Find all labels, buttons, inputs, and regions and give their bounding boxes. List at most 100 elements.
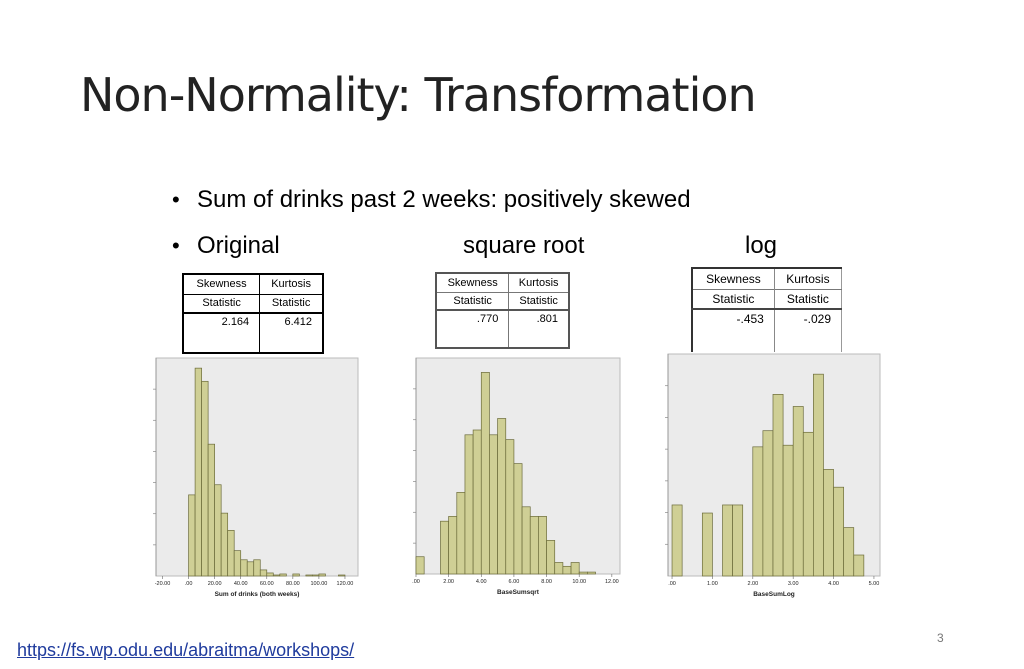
histogram-bar: [440, 520, 449, 575]
sub-statistic: Statistic: [786, 291, 829, 306]
histogram-bar: [415, 556, 425, 575]
histogram-bar: [513, 463, 523, 575]
slide-title: Non-Normality: Transformation: [80, 68, 757, 122]
header-skewness: Skewness: [692, 268, 775, 289]
x-tick-label: 100.00: [310, 581, 327, 587]
histogram-bar: [538, 516, 547, 575]
histogram-bar: [188, 494, 196, 577]
stats-table-original: Skewness Kurtosis Statistic Statistic 2.…: [182, 273, 324, 354]
x-tick-label: 5.00: [869, 581, 880, 587]
x-tick-label: .00: [412, 579, 420, 585]
sub-statistic: Statistic: [519, 294, 558, 307]
histogram-bar: [792, 406, 804, 577]
histogram-bar: [802, 431, 814, 577]
workshops-link[interactable]: https://fs.wp.odu.edu/abraitma/workshops…: [17, 640, 355, 660]
histogram-bar: [472, 429, 482, 575]
histogram-bar: [562, 565, 572, 575]
histogram-bar: [772, 394, 784, 577]
x-tick-label: 40.00: [234, 581, 248, 587]
label-square-root: square root: [463, 232, 585, 259]
x-tick-label: 2.00: [443, 579, 454, 585]
label-log: log: [745, 232, 778, 259]
sub-statistic: Statistic: [692, 289, 775, 309]
histogram-bar: [214, 484, 222, 577]
histogram-bar: [853, 554, 865, 577]
histogram-bar: [272, 574, 281, 577]
histogram-bar: [279, 573, 287, 577]
histogram-bar: [448, 516, 458, 575]
bullet-text-original: Original: [197, 232, 280, 259]
value-kurtosis: -.029: [803, 312, 831, 326]
x-tick-label: 8.00: [541, 579, 552, 585]
x-tick-label: 6.00: [509, 579, 520, 585]
histogram-bar: [521, 506, 531, 575]
histogram-bar: [529, 516, 539, 575]
histogram-bar: [201, 380, 209, 577]
histogram-bar: [813, 373, 824, 577]
value-skewness: -.453: [692, 309, 775, 352]
x-tick-label: 4.00: [828, 581, 839, 587]
histogram-bar: [312, 574, 320, 577]
x-tick-label: 20.00: [208, 581, 222, 587]
histogram-bar: [246, 561, 255, 577]
histogram-bar: [456, 492, 466, 575]
histogram-bar: [570, 562, 580, 575]
histogram-bar: [833, 486, 845, 577]
header-skewness: Skewness: [183, 274, 261, 294]
histogram-log: .00 1.00 2.00 3.00 4.00 5.00 BaseSumLog: [665, 353, 881, 598]
histogram-bar: [259, 569, 268, 577]
stats-table-square-root: Skewness Kurtosis Statistic Statistic .7…: [435, 272, 570, 349]
histogram-bar: [843, 527, 855, 577]
bullet-dot-icon: •: [172, 187, 180, 212]
x-axis-label: BaseSumLog: [753, 591, 795, 598]
histogram-bar: [578, 571, 588, 575]
histogram-bar: [752, 446, 764, 577]
x-tick-label: .00: [668, 581, 676, 587]
x-tick-label: 3.00: [788, 581, 799, 587]
page-number: 3: [937, 631, 944, 645]
histogram-bar: [220, 512, 229, 577]
histogram-bar: [497, 418, 507, 575]
sub-statistic: Statistic: [436, 292, 510, 310]
histogram-bar: [240, 559, 248, 577]
value-kurtosis: .801: [536, 313, 558, 325]
histogram-bar: [318, 573, 326, 577]
histogram-bar: [207, 443, 215, 577]
x-axis-label: Sum of drinks (both weeks): [215, 591, 300, 598]
histogram-bar: [194, 367, 202, 577]
histogram-bar: [480, 372, 490, 575]
x-tick-label: 120.00: [337, 581, 354, 587]
histogram-original: -20.00 .00 20.00 40.00 60.00 80.00 100.00 120.0…: [153, 357, 359, 598]
histogram-bar: [227, 530, 235, 577]
x-tick-label: 60.00: [260, 581, 274, 587]
bullet-dot-icon: •: [172, 233, 180, 258]
histogram-square-root: .00 2.00 4.00 6.00 8.00 10.00 12.00 BaseSumsqrt: [412, 357, 621, 596]
header-kurtosis: Kurtosis: [786, 271, 830, 286]
header-kurtosis: Kurtosis: [518, 276, 559, 289]
histogram-bar: [305, 574, 313, 577]
x-tick-label: 80.00: [286, 581, 300, 587]
value-skewness: .770: [436, 310, 510, 348]
histogram-bar: [233, 550, 242, 577]
histogram-bar: [292, 573, 300, 577]
stats-table-log: Skewness Kurtosis Statistic Statistic -.…: [691, 267, 842, 352]
histogram-bar: [266, 572, 274, 577]
bullet-item: • Sum of drinks past 2 weeks: positively…: [172, 184, 872, 230]
x-tick-label: -20.00: [155, 581, 171, 587]
sub-statistic: Statistic: [183, 294, 261, 313]
bullet-list: • Sum of drinks past 2 weeks: positively…: [172, 184, 872, 276]
histogram-bar: [782, 444, 794, 577]
x-tick-label: 4.00: [476, 579, 487, 585]
histogram-bar: [489, 434, 498, 575]
header-skewness: Skewness: [436, 273, 510, 292]
histogram-bar: [338, 574, 346, 577]
x-tick-label: 12.00: [605, 579, 619, 585]
x-tick-label: 2.00: [747, 581, 758, 587]
histogram-bar: [732, 504, 744, 577]
histogram-bar: [253, 559, 261, 577]
histogram-bar: [722, 504, 733, 577]
histogram-bar: [671, 504, 683, 577]
value-kurtosis: 6.412: [284, 316, 312, 328]
x-tick-label: 1.00: [707, 581, 718, 587]
plot-area: [155, 357, 359, 577]
